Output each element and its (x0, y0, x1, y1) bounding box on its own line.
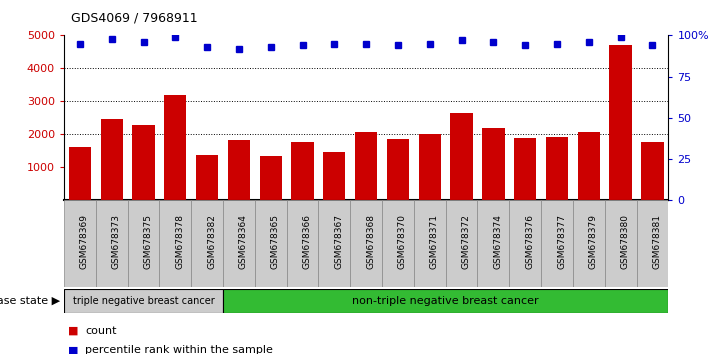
Bar (482, 128, 505, 200)
Text: GSM678370: GSM678370 (398, 214, 407, 269)
Bar (451, 113, 473, 200)
Bar (387, 139, 409, 200)
Text: percentile rank within the sample: percentile rank within the sample (85, 346, 273, 354)
Bar (96, 200, 127, 287)
Bar (351, 200, 382, 287)
Text: triple negative breast cancer: triple negative breast cancer (73, 296, 215, 306)
Bar (509, 200, 541, 287)
Bar (196, 155, 218, 200)
Text: GSM678368: GSM678368 (366, 214, 375, 269)
Text: GSM678379: GSM678379 (589, 214, 598, 269)
Bar (573, 200, 605, 287)
Bar (127, 200, 159, 287)
Text: GSM678369: GSM678369 (80, 214, 89, 269)
Bar (641, 142, 663, 200)
Text: disease state ▶: disease state ▶ (0, 296, 60, 306)
Bar (159, 200, 191, 287)
Text: GSM678380: GSM678380 (621, 214, 630, 269)
Text: GSM678365: GSM678365 (271, 214, 279, 269)
Text: non-triple negative breast cancer: non-triple negative breast cancer (353, 296, 539, 306)
Bar (69, 147, 91, 200)
Bar (636, 200, 668, 287)
Bar (100, 119, 123, 200)
Text: GSM678367: GSM678367 (334, 214, 343, 269)
Text: GSM678381: GSM678381 (653, 214, 661, 269)
Bar (605, 200, 636, 287)
Bar (324, 152, 346, 200)
Bar (164, 95, 186, 200)
Bar (228, 140, 250, 200)
Bar (64, 200, 96, 287)
Text: GSM678372: GSM678372 (461, 214, 471, 269)
Bar (191, 200, 223, 287)
Bar (446, 200, 478, 287)
Bar (414, 200, 446, 287)
Text: GSM678378: GSM678378 (176, 214, 184, 269)
Text: GSM678374: GSM678374 (493, 214, 503, 269)
Bar (514, 138, 536, 200)
Text: GSM678366: GSM678366 (303, 214, 311, 269)
Bar (419, 134, 441, 200)
Text: GSM678382: GSM678382 (207, 214, 216, 269)
Bar (287, 200, 319, 287)
Bar (355, 132, 378, 200)
Text: GSM678377: GSM678377 (557, 214, 566, 269)
Bar (609, 45, 632, 200)
Bar (255, 200, 287, 287)
Bar (64, 289, 223, 313)
Text: count: count (85, 326, 117, 336)
Bar (541, 200, 573, 287)
Bar (223, 200, 255, 287)
Bar (577, 132, 600, 200)
Text: GSM678364: GSM678364 (239, 214, 248, 269)
Bar (132, 125, 154, 200)
Text: GSM678375: GSM678375 (144, 214, 153, 269)
Text: GSM678373: GSM678373 (112, 214, 121, 269)
Bar (319, 200, 351, 287)
Text: GSM678376: GSM678376 (525, 214, 534, 269)
Text: GSM678371: GSM678371 (429, 214, 439, 269)
Bar (382, 200, 414, 287)
Bar (478, 200, 509, 287)
Text: GDS4069 / 7968911: GDS4069 / 7968911 (71, 12, 198, 25)
Bar (223, 289, 668, 313)
Bar (292, 142, 314, 200)
Bar (260, 156, 282, 200)
Text: ■: ■ (68, 346, 78, 354)
Bar (546, 137, 568, 200)
Text: ■: ■ (68, 326, 78, 336)
